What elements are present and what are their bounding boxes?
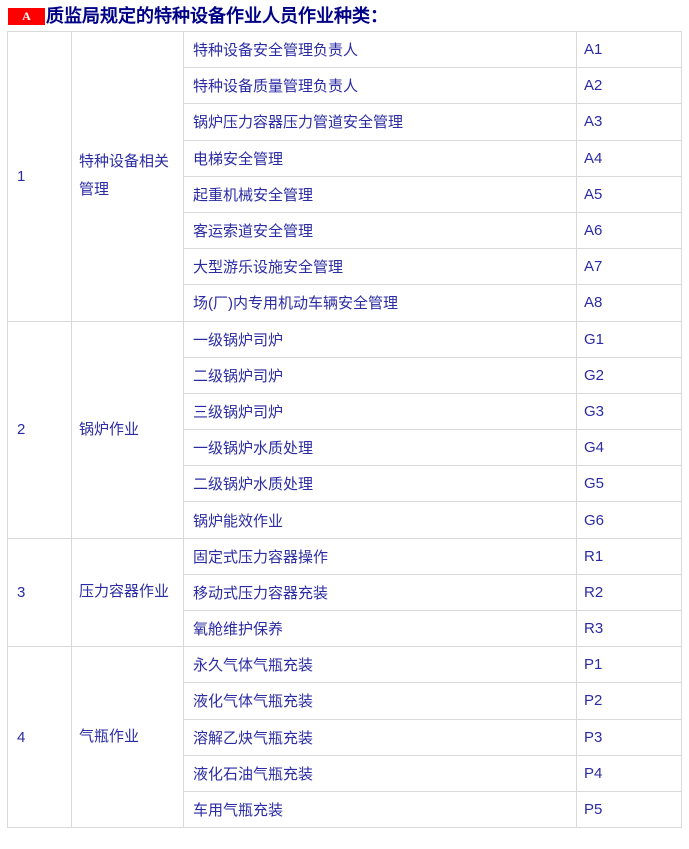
job-code-cell: P5 — [576, 790, 682, 829]
table-row: 1 特种设备相关管理 特种设备安全管理负责人 A1 — [7, 30, 682, 322]
group-category-cell: 压力容器作业 — [71, 537, 184, 648]
job-name-cell: 液化气体气瓶充装 — [183, 682, 577, 720]
job-code-cell: A8 — [576, 284, 682, 322]
job-name-cell: 起重机械安全管理 — [183, 175, 577, 213]
job-code-cell: G5 — [576, 465, 682, 503]
job-code-cell: P1 — [576, 646, 682, 684]
job-name-cell: 一级锅炉水质处理 — [183, 429, 577, 467]
job-name-cell: 电梯安全管理 — [183, 139, 577, 177]
job-code-cell: P3 — [576, 718, 682, 756]
table-row: 锅炉能效作业 G6 — [8, 501, 682, 539]
job-name-cell: 锅炉能效作业 — [183, 501, 577, 539]
job-name-cell: 大型游乐设施安全管理 — [183, 248, 577, 286]
group-number-cell: 4 — [7, 646, 72, 829]
job-code-cell: P4 — [576, 754, 682, 792]
group-number-cell: 3 — [7, 537, 72, 648]
table-row: 二级锅炉水质处理 G5 — [8, 465, 682, 503]
job-code-cell: A2 — [576, 67, 682, 105]
job-name-cell: 二级锅炉水质处理 — [183, 465, 577, 503]
table-row: 3 压力容器作业 固定式压力容器操作 R1 — [7, 537, 682, 648]
job-code-cell: R3 — [576, 609, 682, 648]
job-name-cell: 液化石油气瓶充装 — [183, 754, 577, 792]
job-code-cell: A4 — [576, 139, 682, 177]
job-code-cell: R1 — [576, 537, 682, 575]
table-row: 2 锅炉作业 一级锅炉司炉 G1 — [7, 320, 682, 539]
job-code-cell: A6 — [576, 211, 682, 250]
job-name-cell: 氧舱维护保养 — [183, 609, 577, 648]
section-badge: A — [8, 8, 45, 25]
group-category-cell: 锅炉作业 — [71, 320, 184, 539]
job-code-cell: G1 — [576, 320, 682, 358]
job-name-cell: 移动式压力容器充装 — [183, 573, 577, 612]
job-code-cell: A1 — [576, 30, 682, 69]
job-code-cell: A3 — [576, 103, 682, 141]
table-body: 1 特种设备相关管理 特种设备安全管理负责人 A1 特种设备质量管理负责人 A2 锅炉压力容… — [7, 30, 682, 829]
job-code-cell: A7 — [576, 248, 682, 286]
table-row: 客运索道安全管理 A6 — [8, 211, 682, 250]
table-row: 车用气瓶充装 P5 — [8, 790, 682, 829]
table-row: 移动式压力容器充装 R2 — [8, 573, 682, 612]
job-code-cell: A5 — [576, 175, 682, 213]
table-row: 4 气瓶作业 永久气体气瓶充装 P1 — [7, 646, 682, 829]
table-row: 起重机械安全管理 A5 — [8, 175, 682, 213]
job-name-cell: 场(厂)内专用机动车辆安全管理 — [183, 284, 577, 322]
job-name-cell: 特种设备安全管理负责人 — [183, 30, 577, 69]
table-row: 场(厂)内专用机动车辆安全管理 A8 — [8, 284, 682, 322]
group-category-cell: 气瓶作业 — [71, 646, 184, 829]
job-name-cell: 固定式压力容器操作 — [183, 537, 577, 575]
page-header: A 质监局规定的特种设备作业人员作业种类： — [8, 6, 689, 26]
job-name-cell: 客运索道安全管理 — [183, 211, 577, 250]
table-row: 液化气体气瓶充装 P2 — [8, 682, 682, 720]
group-number-cell: 2 — [7, 320, 72, 539]
job-name-cell: 溶解乙炔气瓶充装 — [183, 718, 577, 756]
table-row: 电梯安全管理 A4 — [8, 139, 682, 177]
job-name-cell: 锅炉压力容器压力管道安全管理 — [183, 103, 577, 141]
table-row: 三级锅炉司炉 G3 — [8, 392, 682, 431]
job-name-cell: 二级锅炉司炉 — [183, 356, 577, 394]
page-title: 质监局规定的特种设备作业人员作业种类： — [46, 6, 388, 26]
job-name-cell: 一级锅炉司炉 — [183, 320, 577, 358]
job-code-cell: G3 — [576, 392, 682, 431]
job-code-cell: G4 — [576, 429, 682, 467]
job-code-cell: P2 — [576, 682, 682, 720]
job-name-cell: 特种设备质量管理负责人 — [183, 67, 577, 105]
job-code-cell: R2 — [576, 573, 682, 612]
table-row: 液化石油气瓶充装 P4 — [8, 754, 682, 792]
table-row: 大型游乐设施安全管理 A7 — [8, 248, 682, 286]
job-name-cell: 三级锅炉司炉 — [183, 392, 577, 431]
group-number-cell: 1 — [7, 31, 72, 322]
table-row: 特种设备质量管理负责人 A2 — [8, 67, 682, 105]
group-category-cell: 特种设备相关管理 — [71, 31, 184, 322]
job-name-cell: 车用气瓶充装 — [183, 790, 577, 829]
table-row: 溶解乙炔气瓶充装 P3 — [8, 718, 682, 756]
job-code-cell: G6 — [576, 501, 682, 539]
job-categories-table: 1 特种设备相关管理 特种设备安全管理负责人 A1 特种设备质量管理负责人 A2 锅炉压力容… — [7, 30, 682, 829]
job-name-cell: 永久气体气瓶充装 — [183, 646, 577, 684]
table-row: 二级锅炉司炉 G2 — [8, 356, 682, 394]
table-row: 锅炉压力容器压力管道安全管理 A3 — [8, 103, 682, 141]
job-code-cell: G2 — [576, 356, 682, 394]
table-row: 氧舱维护保养 R3 — [8, 609, 682, 648]
